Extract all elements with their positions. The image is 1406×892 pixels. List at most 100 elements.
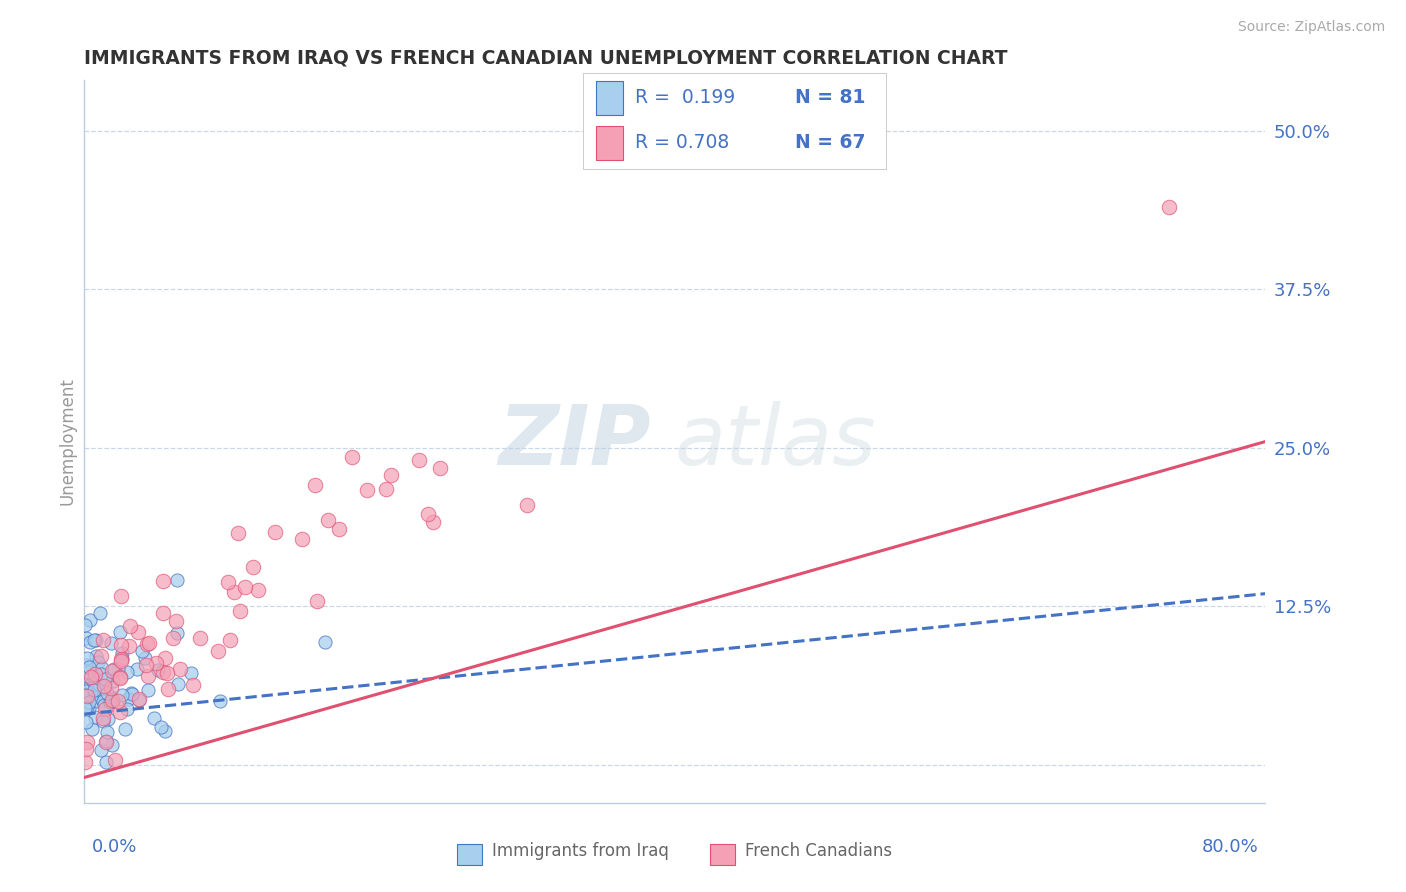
Point bbox=[82, 674, 104, 689]
Point bbox=[408, 452, 430, 467]
Point bbox=[111, 652, 134, 666]
Point bbox=[153, 723, 176, 738]
Text: R =  0.199: R = 0.199 bbox=[636, 88, 735, 107]
Point bbox=[101, 693, 124, 707]
Point bbox=[100, 635, 122, 649]
Point bbox=[128, 691, 150, 706]
Point bbox=[117, 692, 139, 706]
Point bbox=[110, 638, 132, 652]
Point bbox=[188, 632, 211, 646]
Point bbox=[340, 450, 363, 464]
Point bbox=[90, 648, 112, 663]
Point bbox=[263, 524, 285, 539]
Point bbox=[115, 702, 138, 716]
Text: ZIP: ZIP bbox=[499, 401, 651, 482]
Point bbox=[91, 633, 114, 648]
Point bbox=[110, 589, 132, 603]
Point bbox=[120, 686, 142, 700]
Point bbox=[328, 523, 350, 537]
Point bbox=[316, 513, 339, 527]
Point bbox=[135, 657, 157, 672]
Point bbox=[80, 677, 103, 691]
Point bbox=[150, 720, 173, 734]
Point bbox=[416, 507, 439, 521]
Point bbox=[233, 580, 256, 594]
Point bbox=[157, 681, 180, 696]
Text: Immigrants from Iraq: Immigrants from Iraq bbox=[492, 842, 669, 860]
Point bbox=[75, 742, 97, 756]
Point bbox=[219, 632, 242, 647]
Point bbox=[305, 594, 328, 608]
Point bbox=[83, 633, 105, 648]
Point bbox=[90, 661, 112, 675]
Point bbox=[76, 735, 98, 749]
Point bbox=[138, 682, 160, 697]
Point bbox=[217, 574, 239, 589]
Point bbox=[152, 574, 174, 588]
Point bbox=[93, 698, 115, 712]
Point bbox=[153, 651, 176, 665]
Point bbox=[516, 498, 538, 512]
Point bbox=[96, 672, 118, 686]
Point bbox=[90, 668, 112, 682]
Text: R = 0.708: R = 0.708 bbox=[636, 134, 730, 153]
Point bbox=[94, 672, 117, 686]
Point bbox=[76, 651, 98, 665]
Point bbox=[75, 715, 97, 730]
Point bbox=[169, 662, 191, 676]
Point bbox=[93, 714, 115, 728]
Point bbox=[100, 681, 122, 695]
Point bbox=[429, 460, 451, 475]
Point bbox=[93, 688, 115, 702]
Point bbox=[76, 689, 98, 703]
Point bbox=[115, 665, 138, 680]
Point bbox=[156, 666, 179, 681]
Point bbox=[143, 711, 166, 725]
Point bbox=[75, 688, 97, 702]
Point bbox=[91, 711, 114, 725]
Text: N = 81: N = 81 bbox=[796, 88, 866, 107]
Text: French Canadians: French Canadians bbox=[745, 842, 893, 860]
Text: atlas: atlas bbox=[675, 401, 876, 482]
Point bbox=[83, 682, 105, 697]
Point bbox=[96, 756, 118, 770]
Point bbox=[79, 660, 101, 674]
Point bbox=[79, 614, 101, 628]
Point bbox=[374, 483, 396, 497]
Point bbox=[304, 478, 326, 492]
Point bbox=[127, 663, 149, 677]
Point bbox=[84, 633, 107, 648]
Point bbox=[180, 665, 202, 680]
Point bbox=[246, 583, 269, 598]
Point bbox=[422, 515, 444, 529]
Point bbox=[73, 701, 96, 715]
Point bbox=[101, 694, 124, 708]
Point bbox=[152, 665, 174, 679]
Point bbox=[94, 734, 117, 748]
Point bbox=[89, 606, 111, 620]
Point bbox=[97, 712, 120, 726]
Point bbox=[75, 756, 97, 770]
Point bbox=[120, 619, 142, 633]
Point bbox=[148, 663, 170, 677]
Point bbox=[84, 649, 107, 664]
Point bbox=[108, 671, 131, 685]
Point bbox=[103, 753, 125, 767]
Point bbox=[77, 695, 100, 709]
Point bbox=[380, 467, 402, 482]
Point bbox=[208, 694, 231, 708]
Point bbox=[207, 644, 229, 658]
Point bbox=[94, 702, 117, 716]
Point bbox=[83, 667, 105, 681]
Point bbox=[87, 656, 110, 670]
Point bbox=[134, 650, 156, 665]
Point bbox=[101, 673, 124, 688]
Point bbox=[110, 670, 132, 684]
Text: Source: ZipAtlas.com: Source: ZipAtlas.com bbox=[1237, 21, 1385, 34]
Point bbox=[82, 668, 104, 682]
Point bbox=[80, 670, 103, 684]
Point bbox=[135, 637, 157, 651]
Point bbox=[121, 687, 143, 701]
Point bbox=[75, 632, 97, 646]
Point bbox=[162, 631, 184, 645]
